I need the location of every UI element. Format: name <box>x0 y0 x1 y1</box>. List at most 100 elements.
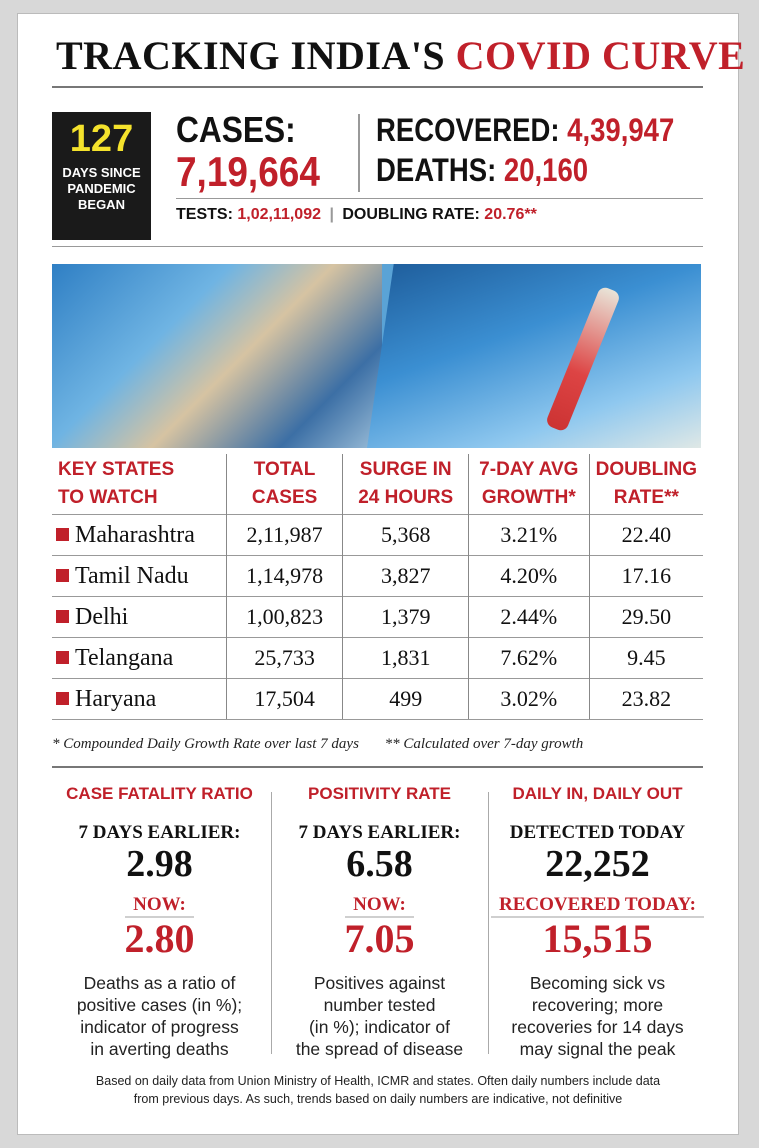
positivity-column: POSITIVITY RATE 7 DAYS EARLIER: 6.58 NOW… <box>272 784 487 1060</box>
earlier-label: 7 DAYS EARLIER: <box>78 822 241 843</box>
source-note: Based on daily data from Union Ministry … <box>58 1072 698 1108</box>
source-line: Based on daily data from Union Ministry … <box>95 1074 661 1088</box>
doubling-value: 20.76** <box>484 206 537 223</box>
surge-cell: 3,827 <box>342 555 469 597</box>
metric-separator-1 <box>271 792 272 1054</box>
total-cases-cell: 17,504 <box>225 678 343 720</box>
desc-line: (in %); indicator of <box>308 1017 451 1037</box>
title-part1: TRACKING INDIA'S <box>56 33 446 78</box>
state-name: Telangana <box>75 644 174 671</box>
earlier-value: 6.58 <box>346 843 413 885</box>
doubling-cell: 29.50 <box>588 596 703 638</box>
state-marker <box>56 609 69 623</box>
doubling-label: DOUBLING RATE: <box>342 206 480 223</box>
surge-cell: 5,368 <box>342 514 469 556</box>
doubling-cell: 9.45 <box>588 637 703 679</box>
table-row: Maharashtra 2,11,987 5,368 3.21% 22.40 <box>52 514 703 556</box>
desc-line: may signal the peak <box>519 1039 676 1059</box>
desc-line: the spread of disease <box>295 1039 464 1059</box>
source-line: from previous days. As such, trends base… <box>133 1092 623 1106</box>
title-part2: COVID CURVE <box>455 33 746 78</box>
footnote-star2: ** Calculated over 7-day growth <box>384 736 584 752</box>
footnote-star1: * Compounded Daily Growth Rate over last… <box>52 736 359 752</box>
total-cases-cell: 25,733 <box>225 637 343 679</box>
now-value: 15,515 <box>542 916 653 961</box>
desc-line: in averting deaths <box>90 1039 229 1059</box>
earlier-label: 7 DAYS EARLIER: <box>298 822 461 843</box>
surge-cell: 1,831 <box>342 637 469 679</box>
growth-cell: 4.20% <box>467 555 590 597</box>
tests-separator: | <box>329 206 334 223</box>
growth-cell: 7.62% <box>467 637 590 679</box>
tests-divider <box>176 198 703 199</box>
infographic-page: TRACKING INDIA'S COVID CURVE 127 DAYS SI… <box>18 14 745 1134</box>
deaths-line: DEATHS: 20,160 <box>376 152 588 189</box>
header-total-cases: TOTAL CASES <box>225 454 343 515</box>
daily-in-out-column: DAILY IN, DAILY OUT DETECTED TODAY 22,25… <box>490 784 705 1060</box>
state-marker <box>56 650 69 664</box>
state-marker <box>56 527 69 541</box>
recovered-label: RECOVERED: <box>376 112 560 148</box>
tests-label: TESTS: <box>176 206 233 223</box>
state-name: Tamil Nadu <box>75 562 189 589</box>
total-cases-cell: 1,14,978 <box>225 555 343 597</box>
case-fatality-column: CASE FATALITY RATIO 7 DAYS EARLIER: 2.98… <box>52 784 267 1060</box>
growth-cell: 3.02% <box>467 678 590 720</box>
cases-label: CASES: <box>176 109 296 150</box>
desc-line: positive cases (in %); <box>76 995 243 1015</box>
photo-top-divider <box>52 246 703 247</box>
days-label-3: BEGAN <box>78 197 125 212</box>
recovered-value: 4,39,947 <box>567 112 675 148</box>
days-label-1: DAYS SINCE <box>62 165 141 180</box>
key-states-table: KEY STATES TO WATCH TOTAL CASES SURGE IN 24… <box>52 454 703 720</box>
now-label: NOW: <box>345 894 414 918</box>
footnotes: * Compounded Daily Growth Rate over last… <box>52 736 583 753</box>
total-cases-cell: 2,11,987 <box>225 514 343 556</box>
desc-line: number tested <box>323 995 436 1015</box>
now-label: NOW: <box>125 894 194 918</box>
earlier-value: 22,252 <box>545 843 650 885</box>
health-workers-photo <box>52 264 701 448</box>
surge-cell: 499 <box>342 678 469 720</box>
metric-heading: DAILY IN, DAILY OUT <box>512 784 683 803</box>
doubling-cell: 22.40 <box>588 514 703 556</box>
tests-value: 1,02,11,092 <box>237 206 321 223</box>
summary-separator <box>358 114 360 192</box>
state-name: Maharashtra <box>75 521 195 548</box>
deaths-value: 20,160 <box>503 152 589 188</box>
earlier-label: DETECTED TODAY <box>509 822 686 843</box>
growth-cell: 2.44% <box>467 596 590 638</box>
days-label-2: PANDEMIC <box>67 181 136 196</box>
table-row: Tamil Nadu 1,14,978 3,827 4.20% 17.16 <box>52 555 703 597</box>
days-since-box: 127 DAYS SINCE PANDEMIC BEGAN <box>52 112 151 240</box>
table-row: Haryana 17,504 499 3.02% 23.82 <box>52 678 703 720</box>
now-value: 7.05 <box>344 916 415 961</box>
now-label: RECOVERED TODAY: <box>491 894 704 918</box>
desc-line: recovering; more <box>531 995 664 1015</box>
table-row: Telangana 25,733 1,831 7.62% 9.45 <box>52 637 703 679</box>
state-name: Haryana <box>75 685 157 712</box>
days-value: 127 <box>69 118 134 160</box>
header-growth: 7-DAY AVG GROWTH* <box>467 454 590 515</box>
state-marker <box>56 691 69 705</box>
desc-line: Deaths as a ratio of <box>83 973 236 993</box>
photo-test-sample <box>367 264 701 448</box>
desc-line: recoveries for 14 days <box>511 1017 684 1037</box>
desc-line: Becoming sick vs <box>529 973 666 993</box>
page-title: TRACKING INDIA'S COVID CURVE <box>56 32 745 79</box>
desc-line: indicator of progress <box>80 1017 239 1037</box>
metric-heading: CASE FATALITY RATIO <box>66 784 253 803</box>
state-name: Delhi <box>75 603 129 630</box>
doubling-cell: 17.16 <box>588 555 703 597</box>
header-surge: SURGE IN 24 HOURS <box>342 454 469 515</box>
header-states: KEY STATES TO WATCH <box>58 459 175 508</box>
total-cases-cell: 1,00,823 <box>225 596 343 638</box>
tests-line: TESTS: 1,02,11,092 | DOUBLING RATE: 20.7… <box>176 206 537 224</box>
metric-separator-2 <box>488 792 489 1054</box>
header-doubling: DOUBLING RATE** <box>588 454 703 515</box>
recovered-line: RECOVERED: 4,39,947 <box>376 112 674 149</box>
now-value: 2.80 <box>124 916 195 961</box>
growth-cell: 3.21% <box>467 514 590 556</box>
doubling-cell: 23.82 <box>588 678 703 720</box>
cases-value: 7,19,664 <box>176 148 320 195</box>
